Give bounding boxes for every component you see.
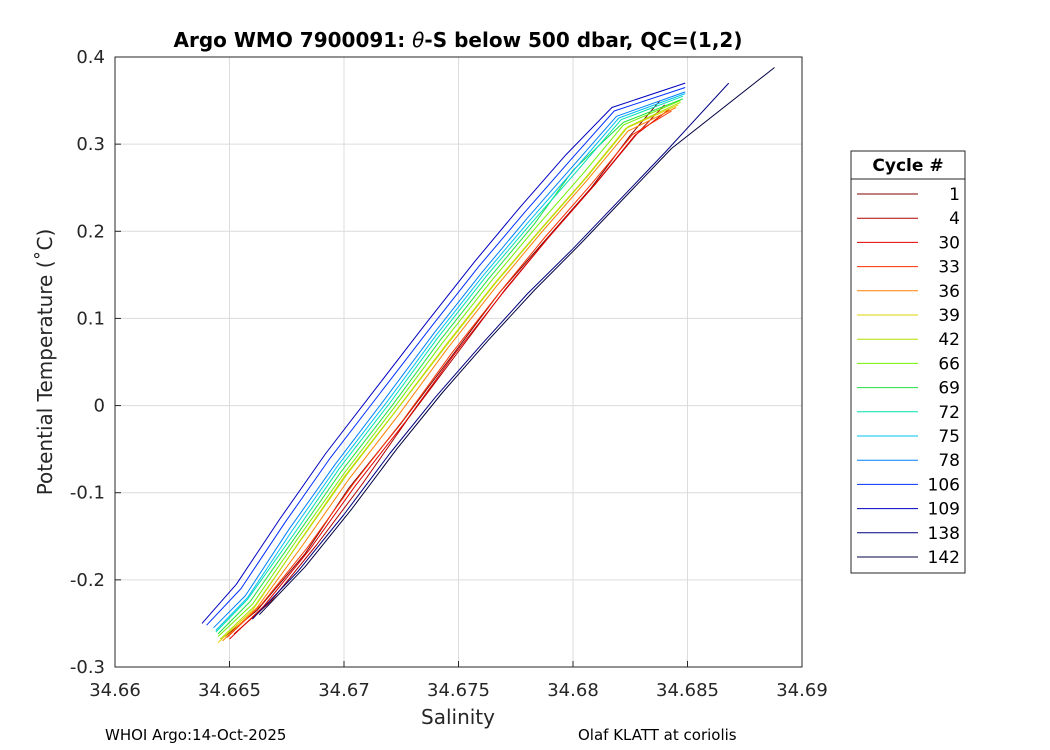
series-line-cycle-109 <box>201 82 686 624</box>
legend-label-66: 66 <box>938 354 960 374</box>
legend-label-42: 42 <box>938 330 960 350</box>
series-line-cycle-66 <box>217 100 681 637</box>
x-tick-label: 34.69 <box>776 680 828 701</box>
series-line-cycle-42 <box>219 101 681 640</box>
y-tick-label: -0.1 <box>70 483 105 504</box>
legend-title: Cycle # <box>872 156 943 176</box>
y-axis-label: Potential Temperature (˚C) <box>33 229 57 496</box>
x-tick-label: 34.685 <box>656 680 719 701</box>
series-lines <box>201 67 775 643</box>
legend-label-72: 72 <box>938 403 960 423</box>
legend-label-39: 39 <box>938 306 960 326</box>
legend-label-30: 30 <box>938 233 960 253</box>
chart-title: Argo WMO 7900091: θ-S below 500 dbar, QC… <box>174 28 743 52</box>
legend-label-106: 106 <box>928 475 960 495</box>
x-tick-label: 34.67 <box>318 680 370 701</box>
y-tick-label: 0.2 <box>76 221 105 242</box>
footer-left: WHOI Argo:14-Oct-2025 <box>105 726 286 744</box>
series-line-cycle-33 <box>226 110 672 638</box>
legend-box <box>850 150 966 574</box>
plot-frame <box>114 56 803 668</box>
legend-label-36: 36 <box>938 282 960 302</box>
y-tick-label: 0.3 <box>76 134 105 155</box>
series-line-cycle-106 <box>206 87 686 626</box>
x-tick-label: 34.68 <box>547 680 599 701</box>
legend-items: 1 4 30 33 36 39 42 66 69 72 75 78 106 109 138 142 <box>857 185 960 568</box>
x-tick-label: 34.675 <box>427 680 490 701</box>
series-line-cycle-1 <box>224 100 661 637</box>
x-axis-label: Salinity <box>421 705 495 729</box>
series-line-cycle-138 <box>252 82 730 620</box>
legend-label-69: 69 <box>938 379 960 399</box>
legend-label-75: 75 <box>938 427 960 447</box>
series-line-cycle-36 <box>222 107 677 642</box>
legend-label-109: 109 <box>928 500 960 520</box>
x-tick-label: 34.66 <box>89 680 141 701</box>
series-line-cycle-142 <box>258 67 775 616</box>
y-tick-label: 0.4 <box>76 47 105 68</box>
legend-label-33: 33 <box>938 258 960 278</box>
series-line-cycle-30 <box>229 108 670 640</box>
legend: Cycle # 14303336394266697275781061091381… <box>850 150 966 574</box>
series-line-cycle-72 <box>215 95 684 633</box>
y-tick-label: -0.3 <box>70 657 105 678</box>
x-tick-label: 34.665 <box>198 680 261 701</box>
legend-label-1: 1 <box>949 185 960 205</box>
x-axis-ticks: 34.66 34.665 34.67 34.675 34.68 34.685 34.69 <box>89 661 828 701</box>
legend-label-78: 78 <box>938 451 960 471</box>
series-line-cycle-69 <box>217 98 684 635</box>
legend-label-138: 138 <box>928 524 960 544</box>
y-tick-label: 0 <box>94 396 105 417</box>
legend-label-142: 142 <box>928 548 960 568</box>
footer-right: Olaf KLATT at coriolis <box>578 726 737 744</box>
legend-label-4: 4 <box>949 209 960 229</box>
y-axis-ticks: -0.3 -0.2 -0.1 0 0.1 0.2 0.3 0.4 <box>70 47 121 678</box>
series-line-cycle-78 <box>213 91 686 629</box>
y-tick-label: -0.2 <box>70 570 105 591</box>
y-tick-label: 0.1 <box>76 308 105 329</box>
series-line-cycle-75 <box>215 93 686 631</box>
